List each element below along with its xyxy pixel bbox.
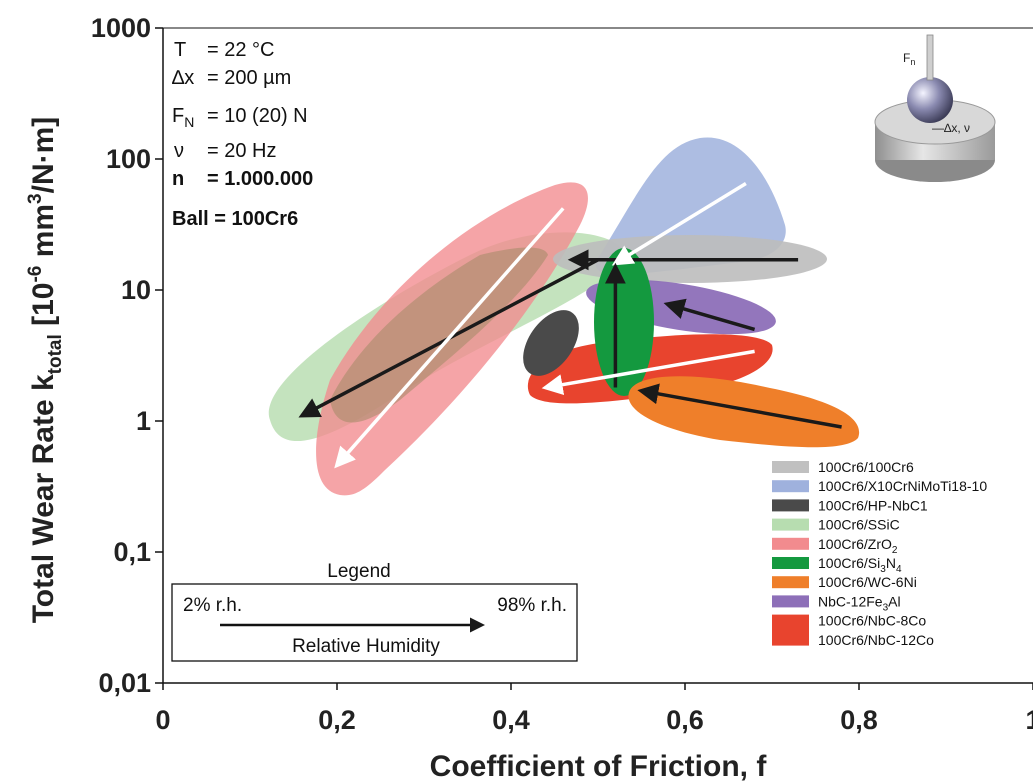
x-axis-title: Coefficient of Friction, f (430, 750, 768, 783)
x-tick-label: 0,2 (318, 705, 356, 735)
legend-swatch (772, 537, 809, 550)
legend-label: 100Cr6/NbC-12Co (818, 632, 934, 648)
svg-text:FN: FN (172, 105, 194, 130)
legend-swatch (772, 595, 809, 608)
cond-normal-force: = 10 (20) N (207, 105, 308, 127)
x-tick-label: 0,4 (492, 705, 530, 735)
y-tick-label: 100 (106, 144, 151, 174)
legend-swatch (772, 499, 809, 512)
cond-temperature: = 22 °C (207, 39, 274, 61)
cond-cycles: = 1.000.000 (207, 168, 313, 190)
humidity-caption: Relative Humidity (292, 636, 440, 657)
legend-label: 100Cr6/WC-6Ni (818, 574, 917, 590)
legend-label: 100Cr6/100Cr6 (818, 459, 914, 475)
trend-arrow (637, 383, 842, 429)
svg-text:ν: ν (174, 140, 184, 162)
ball-icon (907, 77, 953, 123)
region-100cr6-wc-6ni (628, 376, 860, 448)
humidity-high-label: 98% r.h. (497, 595, 567, 616)
x-tick-label: 0,8 (840, 705, 878, 735)
y-tick-label: 1 (136, 406, 151, 436)
legend-swatch (772, 461, 809, 473)
legend-label: 100Cr6/Si3N4 (818, 555, 902, 575)
series-legend: 100Cr6/100Cr6 100Cr6/X10CrNiMoTi18-10 100C… (772, 459, 987, 648)
y-tick-label: 0,01 (98, 668, 151, 698)
legend-label: 100Cr6/SSiC (818, 517, 900, 533)
region-100cr6-si3n4 (594, 248, 654, 396)
legend-swatch (772, 576, 809, 589)
x-tick-label: 0,6 (666, 705, 704, 735)
y-tick-label: 1000 (91, 13, 151, 43)
region-100cr6-hp-nbc1 (523, 310, 579, 376)
svg-text:n: n (172, 168, 184, 190)
legend-label: 100Cr6/NbC-8Co (818, 613, 926, 629)
legend-swatch (772, 557, 809, 569)
humidity-legend-title: Legend (327, 561, 390, 582)
region-ssic-zro2-overlap (330, 247, 548, 423)
trend-arrow (611, 182, 747, 266)
humidity-legend: Legend 2% r.h. 98% r.h. Relative Humidit… (171, 561, 578, 662)
y-tick-label: 10 (121, 275, 151, 305)
trend-arrow (334, 207, 565, 469)
y-axis-title: Total Wear Rate ktotal [10-6 mm3/N·m] (25, 117, 66, 624)
legend-label: NbC-12Fe3Al (818, 593, 901, 613)
cond-stroke: = 200 µm (207, 67, 291, 89)
tribometer-inset: Fn —∆x, ν (874, 34, 996, 182)
test-conditions: T = 22 °C ∆x = 200 µm FN = 10 (20) N ν =… (172, 39, 313, 230)
cond-frequency: = 20 Hz (207, 140, 276, 162)
legend-label: 100Cr6/HP-NbC1 (818, 497, 928, 513)
humidity-low-label: 2% r.h. (183, 595, 242, 616)
cond-ball: Ball = 100Cr6 (172, 208, 298, 230)
legend-swatch (772, 614, 809, 646)
legend-label: 100Cr6/ZrO2 (818, 536, 898, 556)
legend-label: 100Cr6/X10CrNiMoTi18-10 (818, 478, 987, 494)
trend-arrow (541, 349, 755, 396)
legend-swatch (772, 518, 809, 531)
x-tick-label: 0 (155, 705, 170, 735)
force-label: Fn (903, 51, 915, 67)
motion-label: —∆x, ν (932, 121, 970, 135)
svg-text:T: T (174, 39, 186, 61)
svg-text:∆x: ∆x (172, 67, 194, 89)
legend-swatch (772, 480, 809, 493)
y-tick-label: 0,1 (113, 537, 151, 567)
trend-arrow (663, 298, 756, 332)
x-tick-label: 1 (1025, 705, 1033, 735)
